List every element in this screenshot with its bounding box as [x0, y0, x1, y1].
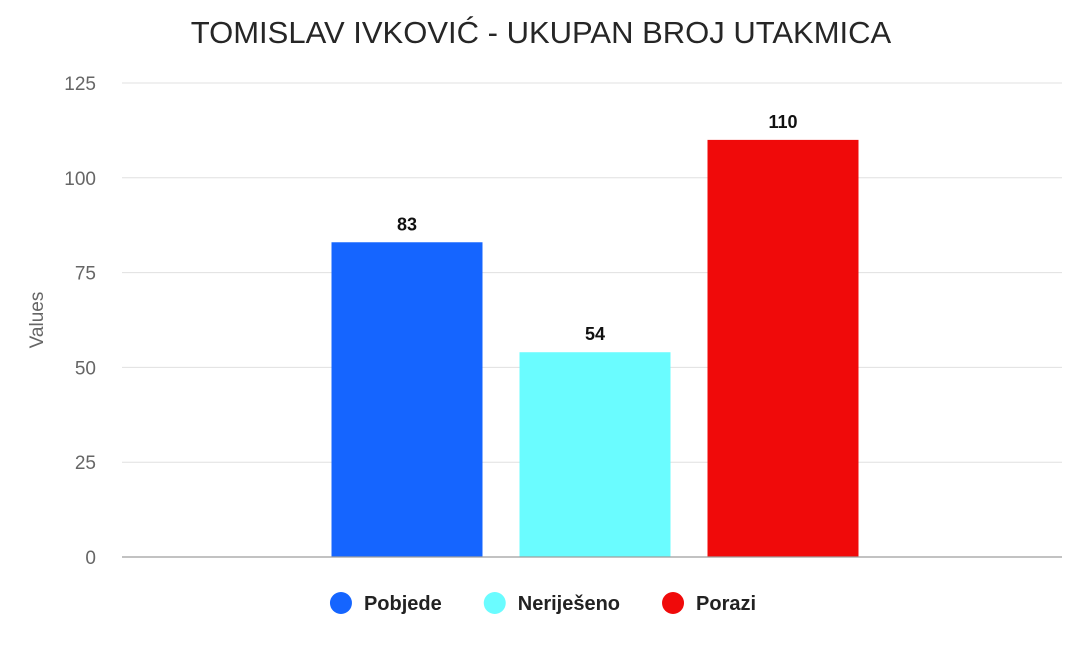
legend-label: Neriješeno [518, 593, 620, 615]
y-tick-label: 125 [64, 74, 96, 95]
y-axis-ticks: 0 25 50 75 100 125 [64, 74, 96, 569]
gridlines [122, 82, 1062, 463]
bar-2 [519, 352, 671, 557]
y-tick-label: 75 [75, 264, 96, 285]
bar-1 [331, 242, 483, 557]
legend-label: Pobjede [364, 593, 442, 615]
legend: Pobjede Neriješeno Porazi [329, 592, 756, 615]
bar-3 [707, 139, 859, 557]
legend-label: Porazi [696, 593, 756, 615]
data-label: 83 [397, 214, 417, 234]
bars [331, 139, 859, 557]
legend-marker [662, 592, 685, 614]
data-labels: 83 54 110 [397, 112, 798, 344]
data-label: 110 [768, 112, 797, 132]
legend-marker [483, 592, 506, 614]
legend-marker [329, 592, 352, 614]
y-axis-title: Values [27, 292, 48, 349]
y-tick-label: 0 [85, 548, 96, 569]
y-tick-label: 50 [75, 358, 96, 379]
chart-title: TOMISLAV IVKOVIĆ - UKUPAN BROJ UTAKMICA [191, 15, 892, 50]
y-tick-label: 25 [75, 453, 96, 474]
data-label: 54 [585, 324, 605, 344]
y-tick-label: 100 [64, 169, 96, 190]
